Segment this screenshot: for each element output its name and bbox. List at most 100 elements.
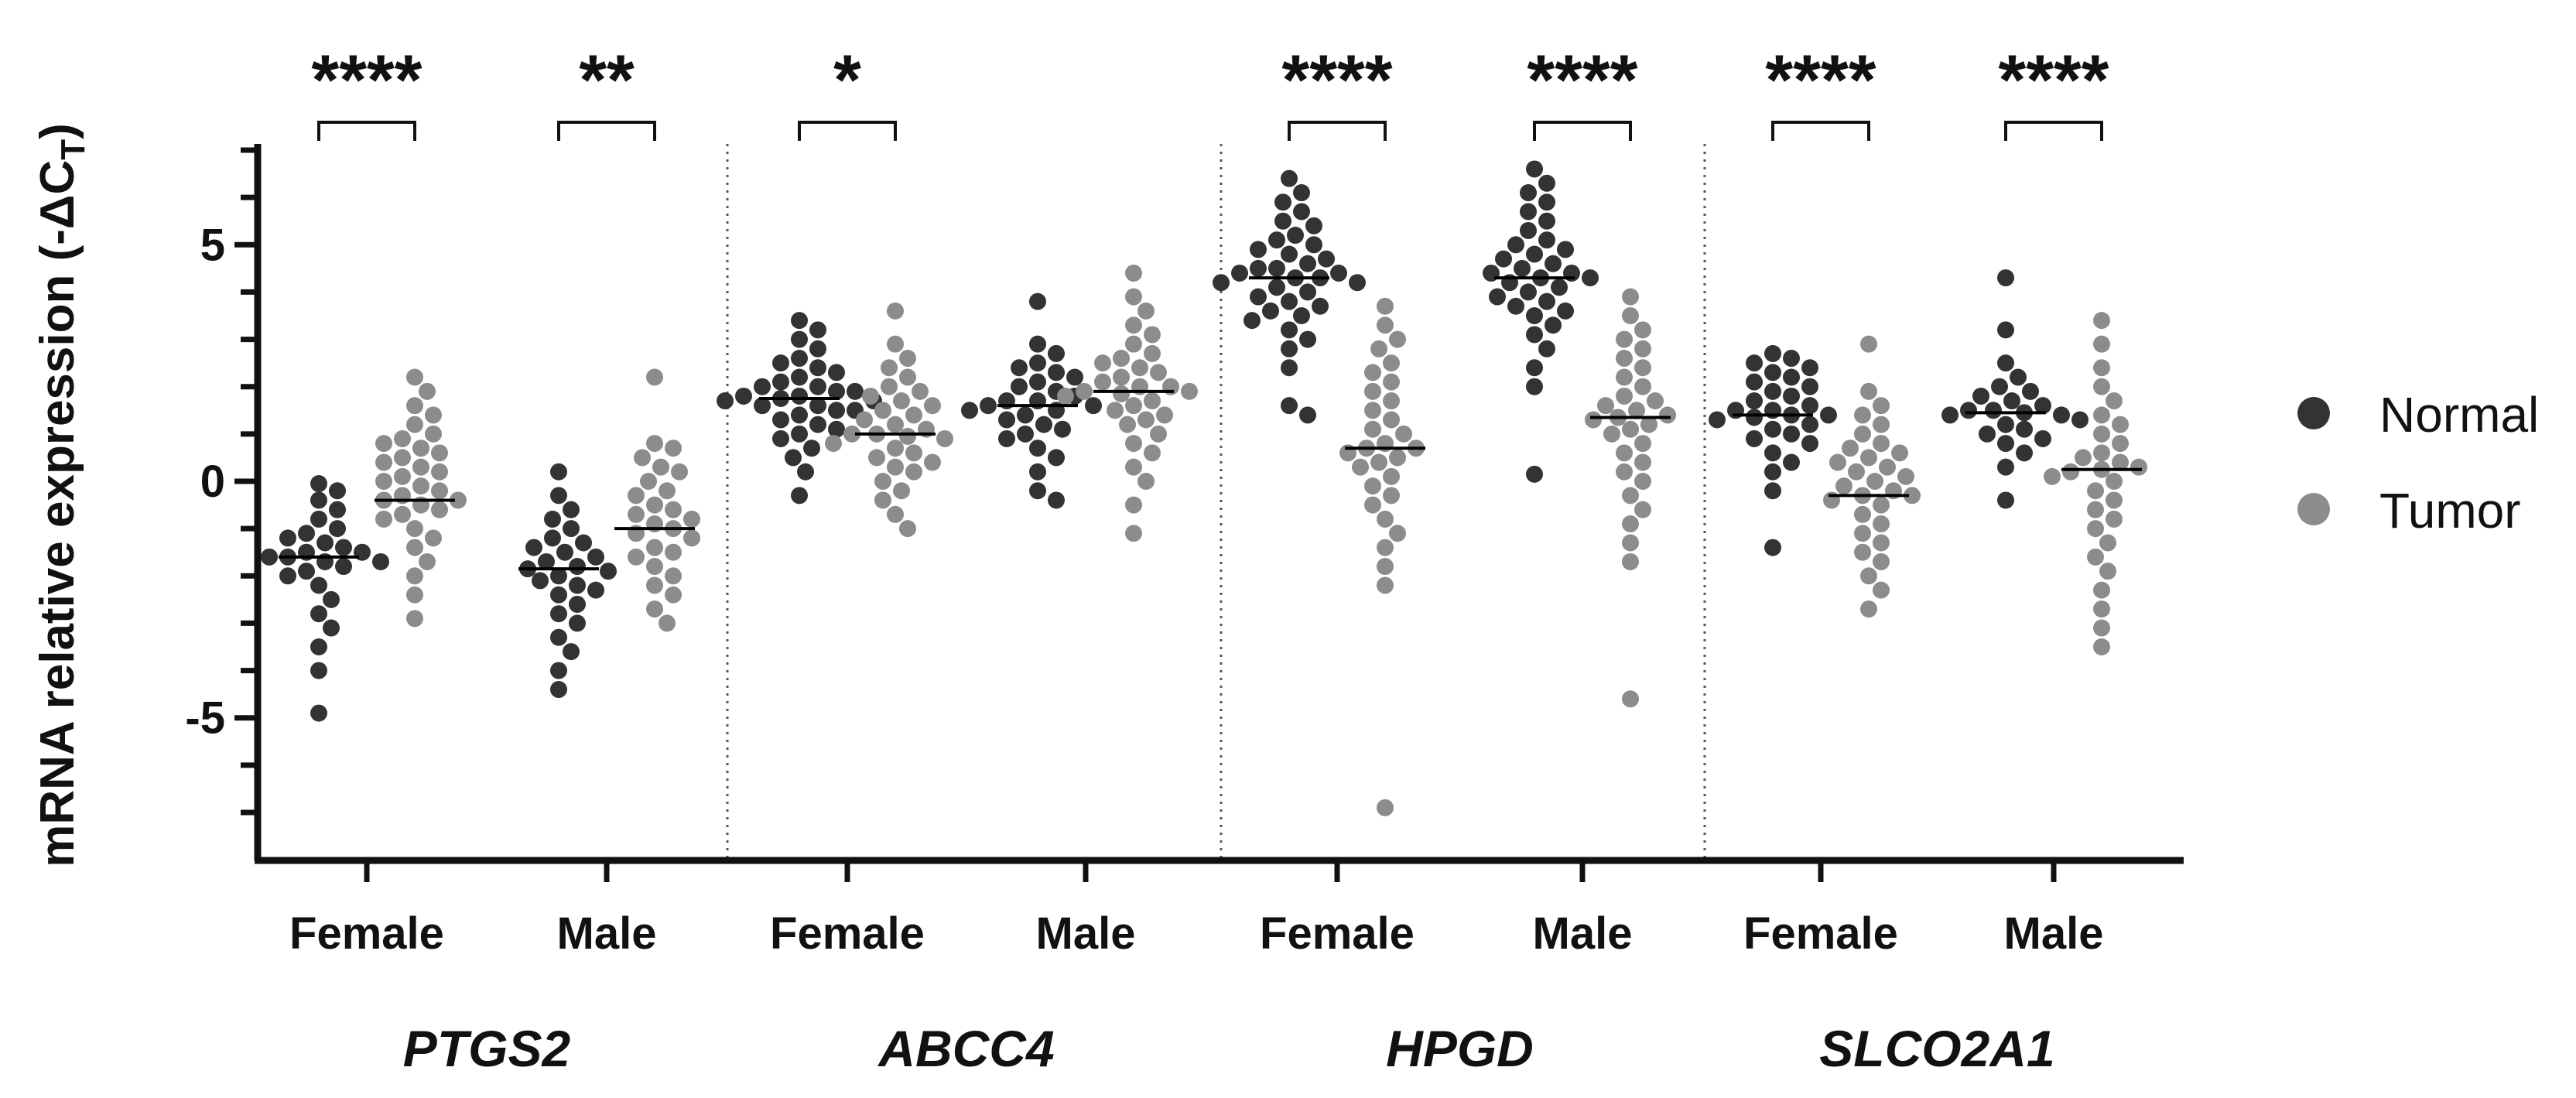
normal-point bbox=[1274, 193, 1291, 211]
tumor-point bbox=[1848, 463, 1865, 481]
x-group-label: Male bbox=[2004, 908, 2104, 959]
tumor-point bbox=[1842, 440, 1859, 457]
tumor-point bbox=[1181, 382, 1198, 400]
normal-point bbox=[1557, 241, 1574, 258]
normal-point bbox=[1801, 397, 1818, 415]
normal-point bbox=[1991, 378, 2008, 395]
tumor-point bbox=[1622, 552, 1639, 570]
normal-point bbox=[847, 382, 864, 400]
tumor-point bbox=[868, 449, 885, 467]
normal-point bbox=[544, 510, 561, 528]
normal-point bbox=[1281, 169, 1298, 187]
tumor-point bbox=[1113, 385, 1130, 402]
tumor-point bbox=[1395, 425, 1412, 443]
x-group-label: Female bbox=[1743, 908, 1898, 959]
tumor-point bbox=[2112, 453, 2129, 471]
tumor-point bbox=[1634, 321, 1651, 339]
tumor-point bbox=[1137, 302, 1155, 320]
tumor-point bbox=[899, 350, 916, 368]
tumor-point bbox=[1860, 600, 1877, 618]
normal-point bbox=[1997, 458, 2014, 476]
normal-point bbox=[1764, 463, 1781, 481]
tumor-point bbox=[628, 487, 645, 505]
tumor-point bbox=[1383, 487, 1400, 505]
normal-point bbox=[310, 510, 327, 528]
normal-point bbox=[754, 378, 771, 395]
normal-point bbox=[791, 330, 808, 348]
tumor-point bbox=[406, 610, 423, 628]
normal-point bbox=[1538, 231, 1555, 249]
tumor-point bbox=[1873, 397, 1890, 415]
tumor-point bbox=[1854, 525, 1871, 542]
y-tick-label: -5 bbox=[185, 693, 225, 744]
tumor-point bbox=[1150, 425, 1167, 443]
tumor-point bbox=[1879, 458, 1896, 476]
normal-point bbox=[1299, 283, 1316, 301]
tumor-point bbox=[881, 378, 898, 395]
tumor-point bbox=[431, 444, 448, 462]
normal-point bbox=[1764, 382, 1781, 400]
tumor-point bbox=[1144, 392, 1161, 410]
normal-point bbox=[809, 378, 826, 395]
tumor-point bbox=[2093, 600, 2110, 618]
tumor-point bbox=[1616, 463, 1633, 481]
normal-point bbox=[372, 552, 389, 570]
normal-point bbox=[1545, 255, 1562, 272]
tumor-point bbox=[659, 614, 676, 632]
tumor-point bbox=[1125, 397, 1142, 415]
tumor-point bbox=[628, 505, 645, 523]
normal-point bbox=[1997, 354, 2014, 372]
tumor-point bbox=[1854, 505, 1871, 523]
normal-point bbox=[772, 429, 789, 447]
tumor-point bbox=[2093, 581, 2110, 599]
significance-bracket bbox=[1533, 121, 1632, 141]
tumor-point bbox=[1107, 402, 1124, 419]
tumor-point bbox=[406, 539, 423, 556]
normal-point bbox=[1801, 435, 1818, 453]
tumor-point bbox=[1904, 487, 1921, 505]
normal-point bbox=[1330, 264, 1347, 282]
tumor-point bbox=[1125, 335, 1142, 353]
tumor-point bbox=[1125, 288, 1142, 306]
tumor-point bbox=[412, 458, 429, 476]
normal-point bbox=[569, 558, 586, 576]
normal-point bbox=[1495, 250, 1512, 268]
tumor-point bbox=[825, 435, 842, 453]
tumor-point bbox=[375, 510, 392, 528]
tumor-point bbox=[1835, 477, 1852, 495]
tumor-point bbox=[2093, 312, 2110, 330]
tumor-point bbox=[1860, 335, 1877, 353]
tumor-point bbox=[1383, 354, 1400, 372]
tumor-point bbox=[893, 482, 910, 500]
normal-point bbox=[961, 402, 978, 419]
normal-point bbox=[310, 662, 327, 679]
tumor-point bbox=[1144, 326, 1161, 344]
tumor-point bbox=[899, 368, 916, 386]
normal-point bbox=[569, 576, 586, 594]
tumor-point bbox=[1873, 515, 1890, 533]
normal-point bbox=[2016, 444, 2033, 462]
tumor-point bbox=[2087, 548, 2104, 566]
tumor-point bbox=[887, 458, 904, 476]
tumor-point bbox=[1364, 496, 1381, 514]
tumor-point bbox=[1616, 444, 1633, 462]
tumor-point bbox=[375, 473, 392, 490]
tumor-point bbox=[1137, 473, 1155, 490]
normal-point bbox=[1085, 397, 1102, 415]
tumor-point bbox=[1383, 411, 1400, 429]
normal-point bbox=[600, 563, 617, 580]
normal-point bbox=[1979, 425, 1996, 443]
normal-point bbox=[1017, 425, 1034, 443]
normal-point bbox=[1349, 274, 1366, 292]
normal-point bbox=[1746, 429, 1763, 447]
y-axis-title: mRNA relative expression (-ΔCT) bbox=[31, 123, 92, 867]
normal-point bbox=[1305, 217, 1322, 234]
normal-point bbox=[575, 534, 592, 552]
tumor-point bbox=[1597, 397, 1614, 415]
tumor-point bbox=[1622, 487, 1639, 505]
normal-point bbox=[329, 501, 346, 518]
tumor-point bbox=[406, 520, 423, 538]
normal-point bbox=[329, 520, 346, 538]
normal-point bbox=[1783, 350, 1800, 368]
normal-point bbox=[1764, 482, 1781, 500]
